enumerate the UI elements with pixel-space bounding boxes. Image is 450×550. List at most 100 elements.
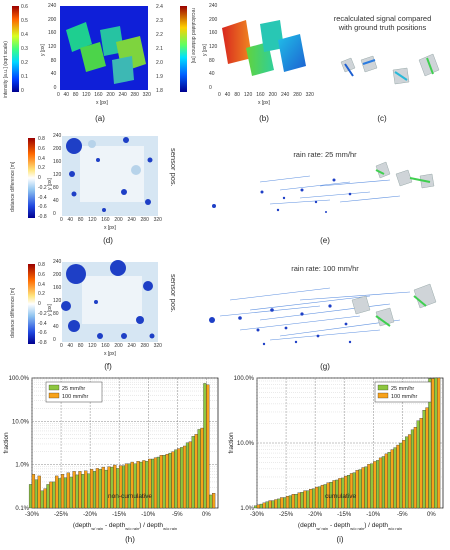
bar-25mmhr [69,476,73,509]
bar-25mmhr [346,475,351,509]
y-label-a: y [px] [40,44,46,56]
bar-25mmhr [185,442,190,509]
panel-f-figure [28,260,158,344]
bar-25mmhr [364,466,368,509]
bar-100mmhr [390,449,394,509]
bar-25mmhr [410,429,415,509]
bar-25mmhr [306,490,310,509]
panel-g: rain rate: 100 mm/hr (g) [200,256,450,371]
rain-drops-e [212,178,352,213]
x-ticks-b: 0 40 80 120 160 200 240 280 320 [218,92,314,98]
x-tick-label: -10% [141,512,156,518]
rain-drops-g [209,304,352,346]
legend-swatch [48,392,60,399]
bar-25mmhr [317,486,322,509]
bar-25mmhr [376,460,380,509]
bar-100mmhr [171,451,175,509]
blob-f-8 [121,333,127,339]
panel-e-figure [212,161,435,213]
bar-25mmhr [253,505,258,509]
caption-c: (c) [377,114,387,123]
legend-box [45,381,103,403]
cube-g-3 [413,283,437,309]
y-tick-label: 10.0% [12,419,30,425]
blob-d-4 [71,191,77,197]
cube-g-1 [351,295,371,315]
x-ticks-a: 0 40 80 120 160 200 240 280 320 [57,92,151,98]
chart-i-panel: 1.0% 10.0% 100.0% -30% -25% -20% -15% -10% -5% 0%… [225,370,450,550]
bar-100mmhr [303,490,307,509]
points-e-1 [375,169,385,175]
blob-d-6 [121,189,127,195]
legend-swatch [48,384,60,391]
bar-100mmhr [378,457,383,509]
bar-100mmhr [355,470,359,509]
bar-25mmhr [133,463,137,509]
panel-a-figure [12,6,148,92]
bar-25mmhr [300,492,304,509]
bar-100mmhr [437,377,441,509]
y-tick-label: 0.1% [15,506,29,512]
bar-25mmhr [63,477,68,509]
caption-f: (f) [104,362,112,371]
panel-e-title: rain rate: 25 mm/hr [293,150,357,159]
bar-100mmhr [431,378,435,509]
blob-f-9 [94,300,98,304]
x-tick-label: 0% [427,512,436,518]
bar-100mmhr [419,418,423,509]
blob-d-1 [66,138,82,154]
bar-25mmhr [34,479,38,509]
bar-25mmhr [52,481,56,509]
legend-box [374,381,432,403]
bar-100mmhr [361,467,365,509]
bar-25mmhr [416,420,420,509]
bar-100mmhr [367,464,371,509]
bar-100mmhr [212,493,216,509]
blob-f-1 [66,264,86,284]
panel-c: recalculated signal compared with ground… [315,0,450,130]
caption-g: (g) [320,362,330,371]
colorbar-b [180,6,187,92]
bar-100mmhr [200,427,204,509]
bar-100mmhr [280,497,284,509]
bar-100mmhr [165,453,169,509]
blob-d-9 [147,157,153,163]
bar-25mmhr [180,447,184,509]
bar-100mmhr [31,474,36,509]
bar-25mmhr [87,473,91,509]
rain-streaks-e [259,175,401,205]
colorbar-f [28,264,35,344]
y-ticks-d: 0 40 80 120 160 200 240 [53,133,62,217]
bar-25mmhr [145,461,149,509]
blob-d-11 [131,165,141,175]
x-tick-label: -25% [54,512,69,518]
bar-25mmhr [387,452,391,509]
bar-100mmhr [95,468,99,509]
bar-25mmhr [98,469,102,509]
bar-25mmhr [422,410,426,509]
blob-d-10 [88,140,96,148]
bar-100mmhr [297,492,301,509]
blob-f-10 [149,333,155,339]
bar-25mmhr [259,503,263,509]
bar-100mmhr [49,481,53,509]
legend-swatch [377,392,389,399]
bar-100mmhr [396,444,400,509]
bar-100mmhr [384,453,388,509]
bar-100mmhr [373,461,377,509]
y-ticks-f: 0 40 80 120 160 200 240 [53,259,62,343]
bar-100mmhr [142,460,146,509]
bar-25mmhr [265,501,269,509]
panel-f: distance difference [m] 0.8 0.6 0.4 0.2 … [0,256,200,361]
y-tick-label: 100.0% [234,376,255,382]
panel-d-figure [28,136,158,218]
bar-25mmhr [46,484,50,509]
blob-f-5 [143,281,153,291]
colorbar-d-ticks: 0.8 0.6 0.4 0.2 0 -0.2 -0.4 -0.6 -0.8 [38,136,47,220]
bar-25mmhr [405,436,409,509]
bar-25mmhr [116,468,120,509]
bar-25mmhr [358,469,362,509]
histogram-h: 0.1% 1.0% 10.0% 100.0% -30% -25% -20% -15% -10% -… [3,376,219,531]
caption-d: (d) [103,236,113,245]
bar-25mmhr [121,465,126,509]
